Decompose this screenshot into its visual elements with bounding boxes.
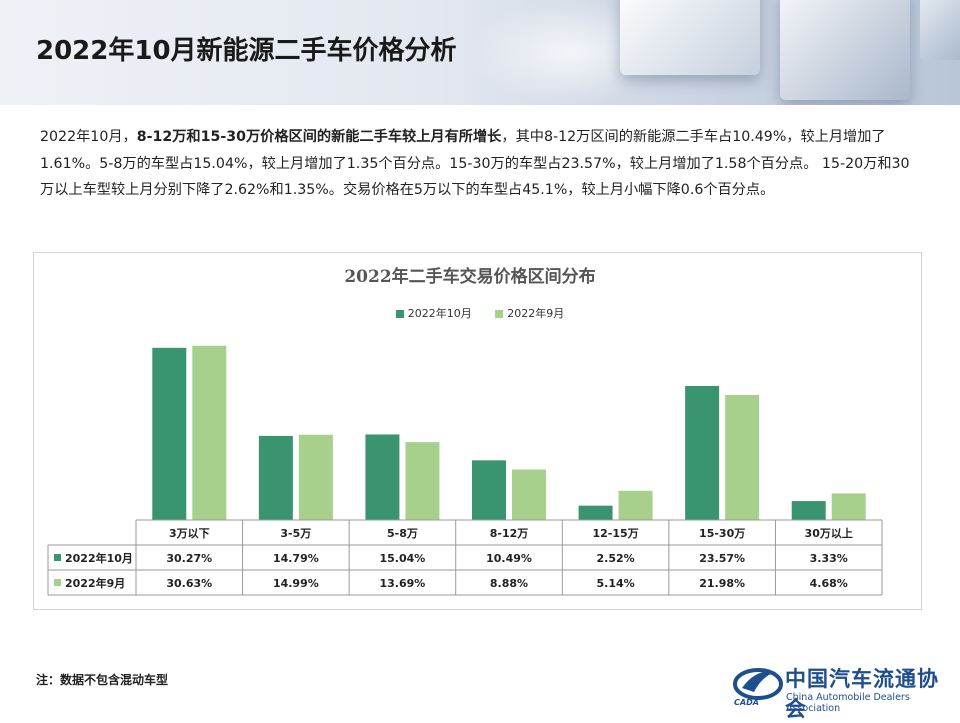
bar-sep [405, 442, 440, 520]
bar-oct [258, 435, 293, 520]
legend-label: 2022年10月 [407, 307, 472, 320]
logo-name-cn: 中国汽车流通协会 [785, 666, 939, 721]
bar-sep [512, 469, 546, 520]
category-label: 8-12万 [490, 527, 529, 540]
footnote: 注：数据不包含混动车型 [36, 673, 169, 687]
legend-item: 2022年9月 [495, 305, 564, 321]
bar-sep [725, 394, 760, 520]
decor-cube [780, 0, 910, 100]
bar-oct [472, 460, 506, 520]
category-label: 3-5万 [280, 527, 311, 540]
table-legend-swatch [54, 579, 61, 586]
bar-sep [298, 434, 333, 520]
data-label: 21.98% [699, 577, 745, 590]
category-label: 5-8万 [387, 527, 418, 540]
data-label: 3.33% [810, 552, 848, 565]
bar-oct [685, 385, 720, 520]
data-label: 10.49% [486, 552, 532, 565]
data-label: 23.57% [699, 552, 745, 565]
summary-highlight: 8-12万和15-30万价格区间的新能二手车较上月有所增长 [136, 129, 502, 145]
data-label: 14.99% [273, 577, 319, 590]
category-label: 15-30万 [699, 527, 745, 540]
category-label: 12-15万 [592, 527, 638, 540]
header-banner [0, 0, 960, 105]
category-label: 30万以上 [805, 526, 853, 540]
bar-oct [578, 505, 613, 520]
decor-cube [920, 0, 960, 60]
chart-legend: 2022年10月 2022年9月 [0, 305, 960, 321]
page-title: 2022年10月新能源二手车价格分析 [36, 36, 457, 66]
data-label: 30.63% [166, 577, 212, 590]
summary-text: ，其中8-12万区间的新能源二手车占10.49%，较上月增加了1.61%。5-8… [40, 129, 910, 198]
bar-sep [831, 493, 866, 520]
bar-sep [192, 345, 227, 520]
table-legend-swatch [54, 554, 61, 561]
logo-abbr: CADA [734, 698, 759, 707]
data-label: 5.14% [596, 577, 634, 590]
data-label: 13.69% [380, 577, 426, 590]
data-label: 4.68% [810, 577, 848, 590]
bar-oct [152, 347, 187, 520]
cada-emblem-icon [733, 668, 783, 700]
category-label: 3万以下 [169, 527, 210, 540]
legend-swatch-oct [395, 310, 404, 318]
bar-oct [791, 501, 826, 520]
logo-name-en: China Automobile Dealers Association [786, 692, 910, 714]
legend-swatch-sep [495, 310, 504, 318]
bar-sep [618, 490, 653, 520]
summary-text: 2022年10月， [40, 129, 137, 145]
data-label: 14.79% [273, 552, 319, 565]
data-label: 8.88% [490, 577, 528, 590]
cada-logo: CADA 中国汽车流通协会 China Automobile Dealers A… [730, 660, 955, 721]
table-series-name: 2022年10月 [65, 551, 133, 565]
decor-cube [620, 0, 760, 75]
legend-item: 2022年10月 [395, 305, 472, 321]
chart-title: 2022年二手车交易价格区间分布 [344, 267, 596, 287]
data-label: 30.27% [166, 552, 212, 565]
data-label: 2.52% [596, 552, 634, 565]
bar-oct [365, 434, 400, 520]
table-series-name: 2022年9月 [65, 576, 125, 590]
summary-paragraph: 2022年10月，8-12万和15-30万价格区间的新能二手车较上月有所增长，其… [40, 124, 920, 204]
legend-label: 2022年9月 [507, 307, 565, 320]
data-label: 15.04% [380, 552, 426, 565]
